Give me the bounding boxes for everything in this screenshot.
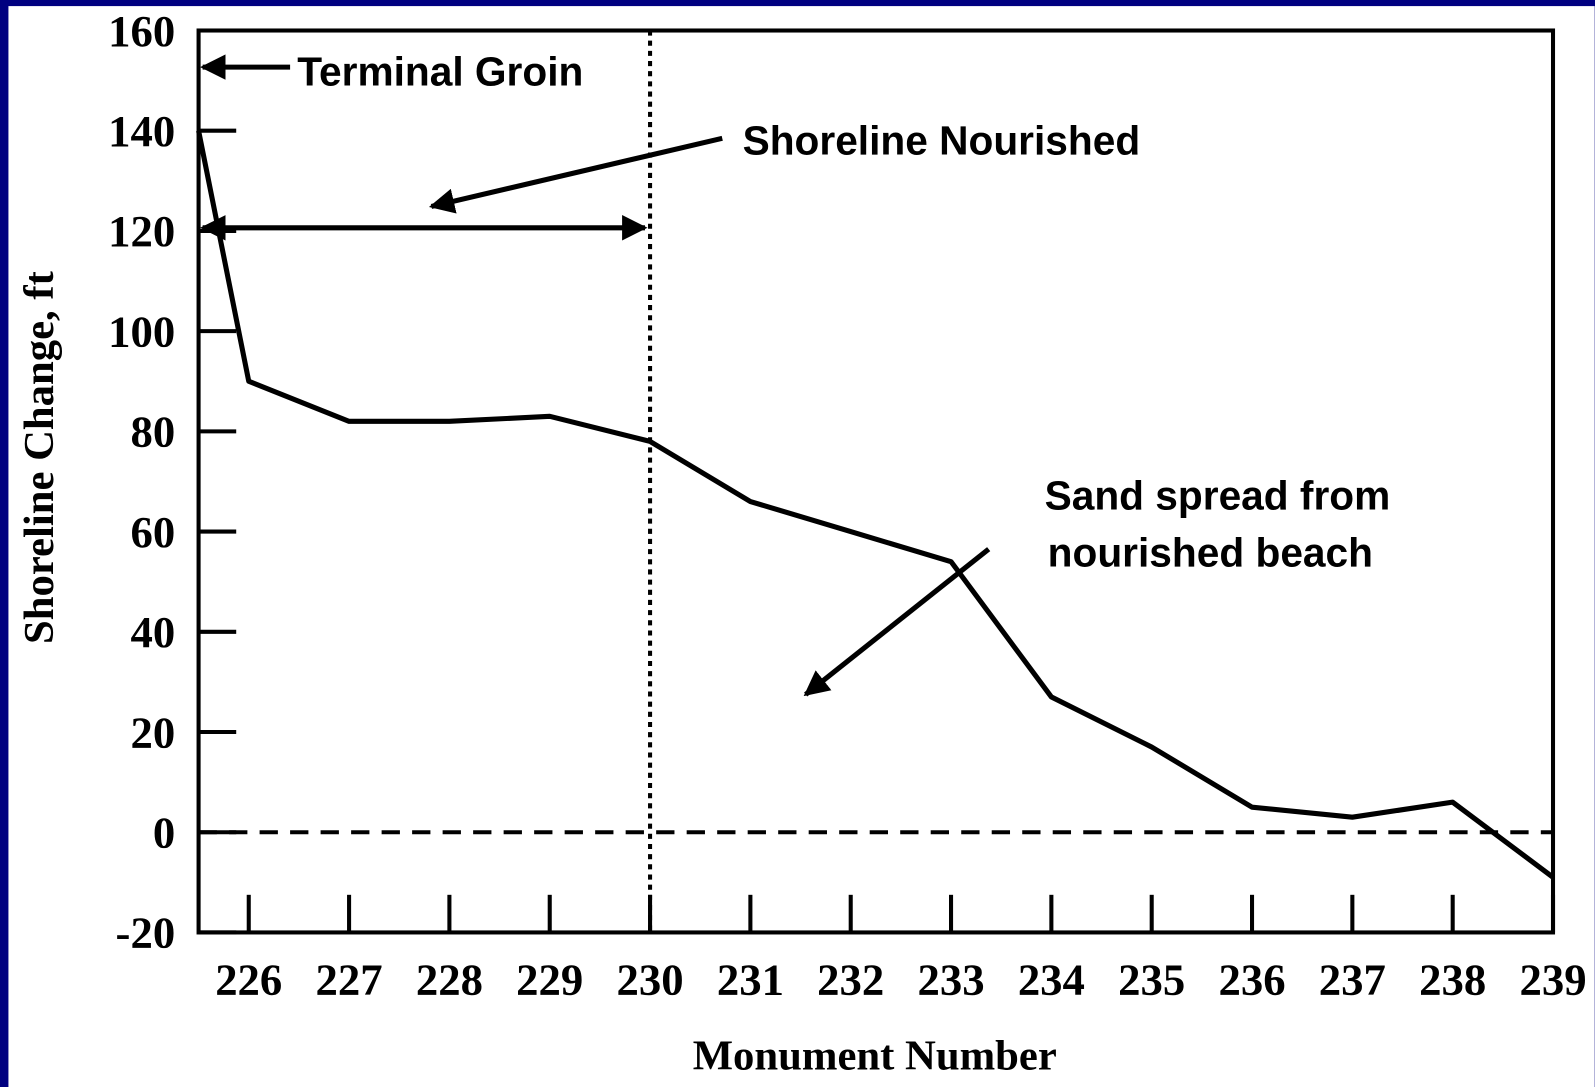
y-tick-label: 60 [130,507,175,557]
annotation: nourished beach [1048,529,1373,575]
x-tick-label: 236 [1218,954,1285,1004]
y-tick-label: 80 [130,407,175,457]
plot-frame [196,28,1556,935]
x-tick-label: 231 [717,954,784,1004]
x-tick-label: 229 [516,954,583,1004]
x-tick-label: 235 [1118,954,1185,1004]
y-tick-label: 100 [108,306,175,356]
y-tick-label: 0 [153,807,175,857]
x-axis-label: Monument Number [693,1033,1057,1080]
x-tick-label: 228 [416,954,483,1004]
x-tick-label: 234 [1018,954,1085,1004]
y-tick-label: 20 [130,707,175,757]
x-tick-label: 230 [617,954,684,1004]
x-tick-label: 232 [817,954,884,1004]
background [8,6,1595,1087]
annotation: Shoreline Nourished [743,118,1141,164]
x-tick-label: 226 [215,954,282,1004]
annotation-arrow [428,135,723,214]
annotation: Sand spread from [1045,472,1391,518]
y-axis-label: Shoreline Change, ft [16,270,63,644]
y-tick-label: 120 [108,206,175,256]
x-tick-label: 239 [1519,954,1586,1004]
y-tick-label: 160 [108,6,175,56]
x-tick-label: 227 [316,954,383,1004]
x-tick-label: 237 [1319,954,1386,1004]
y-tick-label: -20 [116,908,176,958]
y-tick-label: 140 [108,106,175,156]
x-tick-label: 238 [1419,954,1486,1004]
x-tick-label: 233 [917,954,984,1004]
annotation: Terminal Groin [297,48,583,94]
y-tick-label: 40 [130,607,175,657]
data-line [196,130,1555,880]
